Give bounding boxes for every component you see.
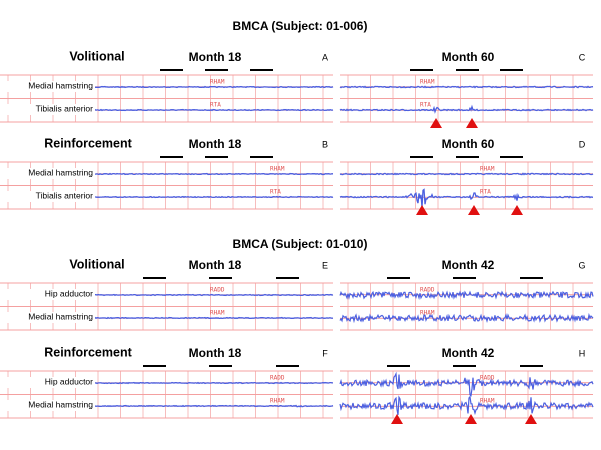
- marker-triangle: [511, 205, 523, 215]
- trace-label: RHAM: [420, 79, 435, 86]
- trace-label: RADD: [270, 375, 285, 382]
- month-label: Month 18: [189, 137, 242, 151]
- channel-label: Medial hamstring: [28, 399, 93, 409]
- trace-label: RTA: [420, 102, 431, 109]
- label-bg: [0, 312, 95, 323]
- panel-letter: D: [579, 139, 586, 149]
- marker-triangle: [430, 118, 442, 128]
- emg-trace: [339, 85, 594, 89]
- condition-label: Volitional: [69, 257, 124, 271]
- month-label: Month 18: [189, 50, 242, 64]
- channel-label: Tibialis anterior: [36, 103, 93, 113]
- emg-trace: [339, 312, 594, 324]
- panel-letter: A: [322, 52, 328, 62]
- label-bg: [0, 81, 95, 92]
- trace-label: RHAM: [420, 310, 435, 317]
- channel-label: Medial hamstring: [28, 80, 93, 90]
- label-bg: [0, 289, 95, 300]
- condition-label: Volitional: [69, 49, 124, 63]
- condition-label: Reinforcement: [44, 136, 132, 150]
- trace-label: RHAM: [270, 166, 285, 173]
- marker-triangle: [391, 414, 403, 424]
- marker-triangle: [468, 205, 480, 215]
- label-bg: [0, 168, 95, 179]
- section-title: BMCA (Subject: 01-006): [233, 19, 368, 33]
- month-label: Month 60: [442, 137, 495, 151]
- panel-letter: C: [579, 52, 586, 62]
- channel-label: Medial hamstring: [28, 311, 93, 321]
- trace-label: RHAM: [210, 79, 225, 86]
- emg-trace: [339, 395, 594, 416]
- emg-trace: [339, 172, 594, 176]
- condition-label: Reinforcement: [44, 345, 132, 359]
- emg-trace: [339, 290, 594, 300]
- month-label: Month 18: [189, 346, 242, 360]
- panel-letter: E: [322, 260, 328, 270]
- trace-label: RADD: [480, 375, 495, 382]
- month-label: Month 60: [442, 50, 495, 64]
- emg-trace: [339, 371, 594, 397]
- trace-label: RADD: [210, 287, 225, 294]
- marker-triangle: [416, 205, 428, 215]
- marker-triangle: [465, 414, 477, 424]
- channel-label: Hip adductor: [45, 376, 93, 386]
- channel-label: Hip adductor: [45, 288, 93, 298]
- emg-trace: [339, 104, 594, 114]
- emg-trace: [339, 188, 593, 208]
- trace-label: RTA: [480, 189, 491, 196]
- channel-label: Tibialis anterior: [36, 190, 93, 200]
- trace-label: RHAM: [270, 398, 285, 405]
- month-label: Month 42: [442, 346, 495, 360]
- marker-triangle: [466, 118, 478, 128]
- trace-label: RHAM: [480, 166, 495, 173]
- trace-label: RHAM: [210, 310, 225, 317]
- trace-label: RTA: [210, 102, 221, 109]
- label-bg: [0, 191, 95, 202]
- section-title: BMCA (Subject: 01-010): [233, 237, 368, 251]
- panel-letter: F: [322, 348, 328, 358]
- label-bg: [0, 104, 95, 115]
- label-bg: [0, 400, 95, 411]
- channel-label: Medial hamstring: [28, 167, 93, 177]
- trace-label: RADD: [420, 287, 435, 294]
- panel-letter: H: [579, 348, 586, 358]
- month-label: Month 42: [442, 258, 495, 272]
- panel-letter: G: [578, 260, 585, 270]
- panel-letter: B: [322, 139, 328, 149]
- month-label: Month 18: [189, 258, 242, 272]
- marker-triangle: [525, 414, 537, 424]
- trace-label: RHAM: [480, 398, 495, 405]
- trace-label: RTA: [270, 189, 281, 196]
- label-bg: [0, 377, 95, 388]
